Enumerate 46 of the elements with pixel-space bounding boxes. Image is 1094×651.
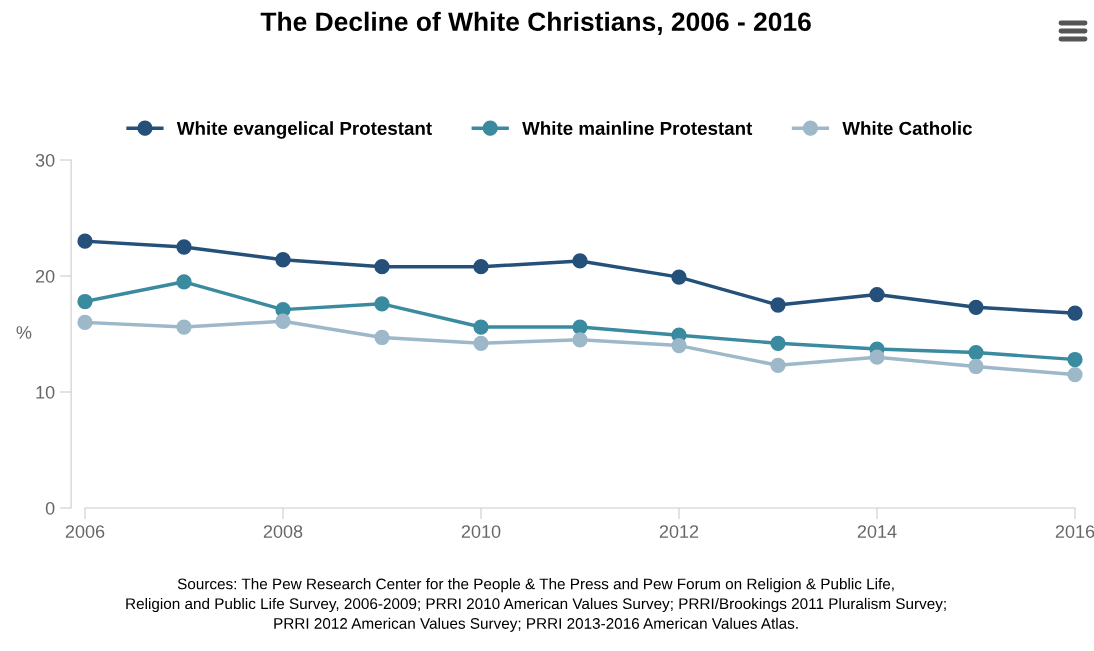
point [374,259,390,275]
x-tick-label: 2008 [263,525,303,538]
y-tick-label: 20 [35,269,55,283]
point [77,233,93,249]
point [770,357,786,373]
point [176,239,192,255]
legend-label: White mainline Protestant [522,121,753,135]
point [770,335,786,351]
point [671,269,687,285]
point [869,349,885,365]
source-note: Sources: The Pew Research Center for the People & The Press and Pew Forum on Religion & Public Life, Religion and Public Life Survey, 2006-2009; PRRI 2010 American Values Survey; PRRI/Brookings 2011 Pluralism Survey; PRRI 2012 American Values Survey; PRRI 2013-2016 American Values Atlas. [126,578,946,632]
point [275,252,291,268]
point [374,296,390,312]
point [968,299,984,315]
point [473,259,489,275]
point [572,253,588,269]
x-tick-label: 2014 [857,525,897,538]
legend-label: White evangelical Protestant [176,121,432,139]
point [968,358,984,375]
x-tick-label: 2016 [1055,525,1094,538]
legend-label: White Catholic [842,121,972,135]
point [77,314,93,331]
point [671,337,687,354]
chart-title: The Decline of White Christians, 2006 - 2016 [260,11,811,35]
point [1067,366,1083,383]
point [869,286,885,303]
point [572,319,588,335]
point [770,297,786,313]
point [374,329,390,346]
point [473,319,489,335]
point [1067,305,1083,321]
y-tick-label: 0 [45,501,55,515]
y-tick-label: 10 [36,385,55,399]
point [176,274,192,290]
point [473,335,489,351]
y-axis-title: % [16,326,32,339]
x-tick-label: 2012 [659,525,699,538]
point [1067,351,1083,368]
point [968,344,984,361]
x-tick-label: 2010 [461,525,501,538]
point [275,313,291,329]
x-tick-label: 2006 [65,525,105,538]
point [77,293,93,310]
y-tick-label: 30 [35,153,55,167]
point [572,332,588,348]
point [176,319,192,335]
